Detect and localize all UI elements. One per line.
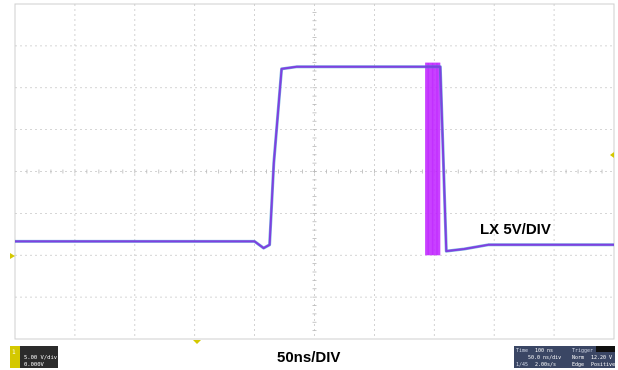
channel-volts-per-div: 5.00 V/div [24,355,58,361]
trigger-level-marker [610,152,614,158]
trigger-level: 12.20 V [591,355,612,361]
channel-number: 1 [12,349,16,356]
trigger-position-marker [193,340,201,344]
channel-info-panel: 1 5.00 V/div 0.000V [10,346,58,368]
ringing-band [425,62,441,256]
trigger-mode: Norm [572,355,584,361]
ringing-fill [425,62,441,256]
trigger-heading: Trigger [572,348,593,354]
time-heading: Time [516,348,528,354]
time-per-div: 50.0 ns/div [528,355,561,361]
waveform-trace [15,65,614,253]
graticule [14,3,615,340]
timebase-trigger-panel: Time 1/45 100 ns 50.0 ns/div 2.00s/s Tri… [514,346,615,368]
sample-rate: 2.00s/s [535,362,556,368]
ground-marker [10,253,15,259]
channel-offset: 0.000V [24,362,45,368]
acq-count: 1/45 [516,362,528,368]
timebase-label: 50ns/DIV [277,349,340,366]
channel-scale-label: LX 5V/DIV [480,221,551,238]
time-delay: 100 ns [535,348,553,354]
trigger-slope: Positive [591,362,615,368]
trigger-type: Edge [572,362,584,368]
